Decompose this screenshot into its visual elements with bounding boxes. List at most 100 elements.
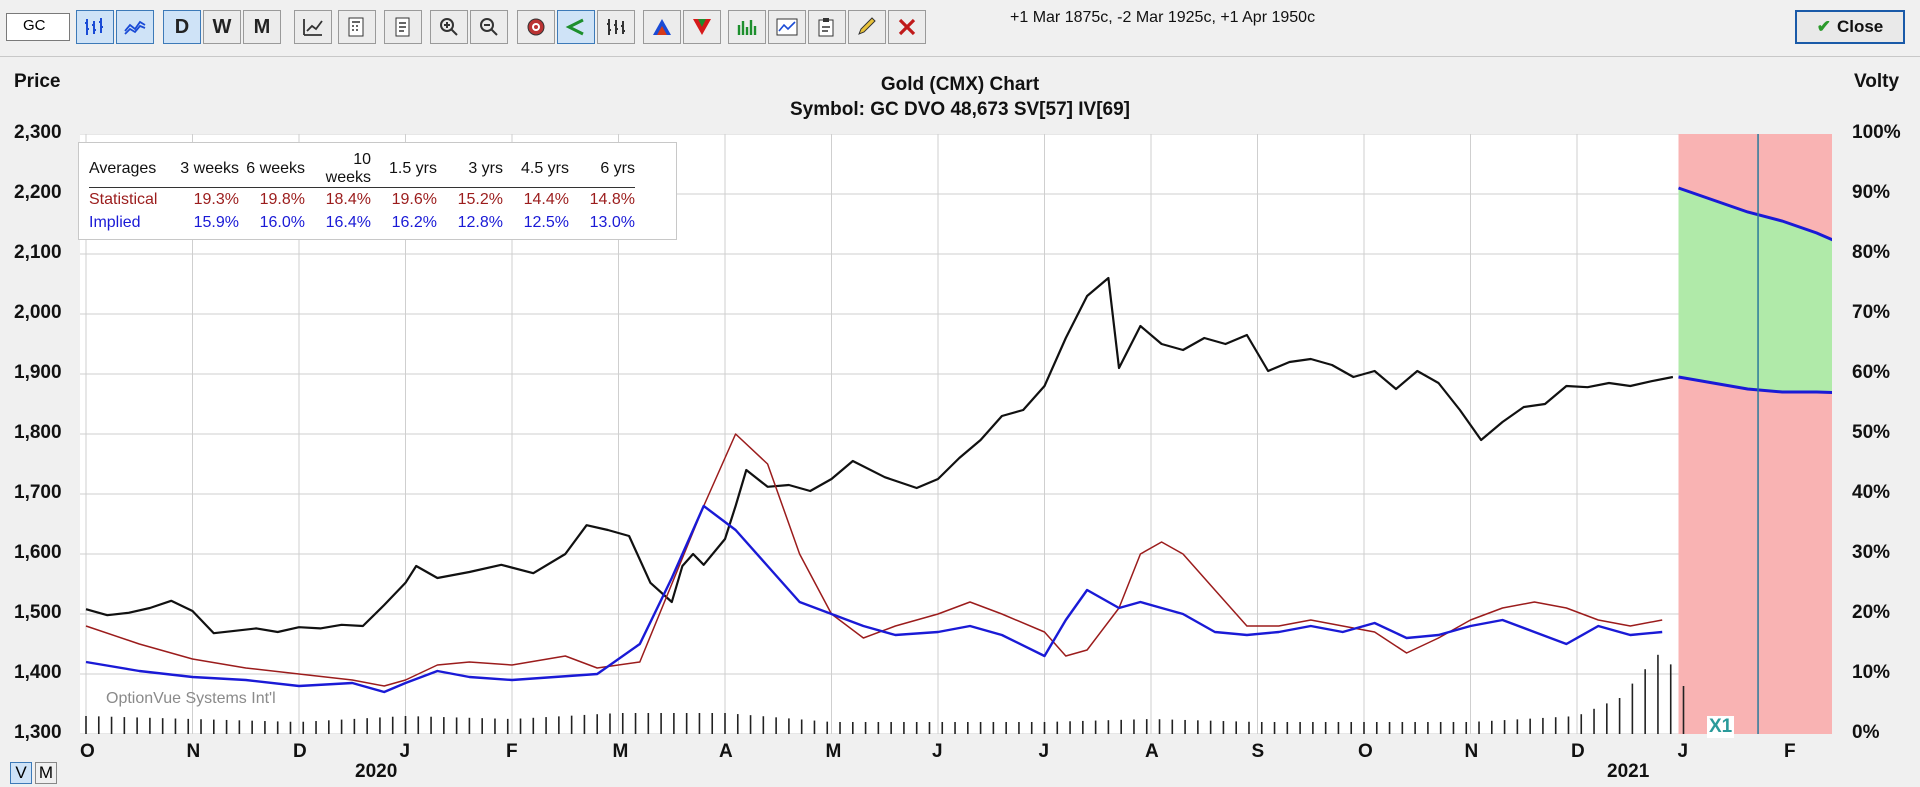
pencil-icon[interactable] [848, 10, 886, 44]
watermark: OptionVue Systems Int'l [106, 690, 276, 707]
period-month-button[interactable]: M [243, 10, 281, 44]
volty-tick-label: 90% [1852, 182, 1891, 203]
statistical-value: 15.2% [457, 190, 503, 208]
implied-value: 16.0% [259, 213, 305, 231]
statistical-value: 19.6% [391, 190, 437, 208]
volty-tick-label: 30% [1852, 542, 1891, 563]
bars-icon[interactable] [597, 10, 635, 44]
volty-tick-label: 50% [1852, 422, 1891, 443]
statistical-value: 14.4% [523, 190, 569, 208]
month-label: J [932, 741, 943, 762]
price-tick-label: 2,100 [14, 242, 62, 263]
price-tick-label: 1,900 [14, 362, 62, 383]
volty-tick-label: 0% [1852, 722, 1880, 743]
fib-up-icon[interactable] [643, 10, 681, 44]
averages-header-cell: 10 weeks [305, 151, 371, 188]
price-tick-label: 2,300 [14, 122, 62, 143]
month-label: J [399, 741, 411, 762]
delete-icon[interactable] [888, 10, 926, 44]
check-icon: ✔ [1816, 17, 1831, 36]
target-icon[interactable] [517, 10, 555, 44]
price-tick-label: 1,300 [14, 722, 62, 743]
period-week-button[interactable]: W [203, 10, 241, 44]
volty-tick-label: 80% [1852, 242, 1891, 263]
averages-header-cell: 6 weeks [239, 151, 305, 188]
symbol-input[interactable]: GC [6, 13, 70, 41]
price-tick-label: 1,600 [14, 542, 62, 563]
averages-header-cell: 1.5 yrs [371, 151, 437, 188]
period-day-button[interactable]: D [163, 10, 201, 44]
volty-tick-label: 60% [1852, 362, 1891, 383]
month-label: F [506, 741, 518, 762]
statistical-volatility-line [85, 433, 1663, 687]
volty-tick-label: 20% [1852, 602, 1891, 623]
trendline-icon[interactable] [557, 10, 595, 44]
volatility-chart-icon[interactable] [116, 10, 154, 44]
averages-header-cell: Averages [89, 151, 173, 188]
month-label: D [293, 741, 307, 762]
chart-subtitle: Symbol: GC DVO 48,673 SV[57] IV[69] [789, 99, 1130, 120]
price-tick-label: 2,200 [14, 182, 62, 203]
implied-value: 16.4% [325, 213, 371, 231]
histogram-icon[interactable] [728, 10, 766, 44]
price-tick-label: 1,400 [14, 662, 62, 683]
month-label: J [1038, 741, 1050, 762]
chart-settings-icon[interactable] [294, 10, 332, 44]
month-label: F [1784, 741, 1796, 762]
implied-row: Implied 15.9% 16.0% 16.4% 16.2% 12.8% 12… [89, 211, 635, 234]
statistical-row: Statistical 19.3% 19.8% 18.4% 19.6% 15.2… [89, 188, 635, 212]
price-tick-label: 1,800 [14, 422, 62, 443]
month-label: N [1464, 741, 1479, 762]
expiration-marker[interactable]: X1 [1707, 716, 1735, 738]
price-axis-label: Price [14, 71, 61, 92]
volty-tick-label: 70% [1852, 302, 1891, 323]
implied-value: 12.8% [457, 213, 503, 231]
volume-toggle[interactable]: V [10, 762, 32, 784]
price-tick-label: 1,500 [14, 602, 62, 623]
statistical-value: 19.3% [193, 190, 239, 208]
averages-header-cell: 3 weeks [173, 151, 239, 188]
statistical-label: Statistical [89, 190, 158, 208]
implied-value: 12.5% [523, 213, 569, 231]
statistical-value: 19.8% [259, 190, 305, 208]
month-label: O [1358, 741, 1373, 762]
averages-header-cell: 3 yrs [437, 151, 503, 188]
fib-down-icon[interactable] [683, 10, 721, 44]
close-label: Close [1836, 17, 1884, 36]
implied-volatility-line [85, 504, 1663, 694]
volty-tick-label: 40% [1852, 482, 1891, 503]
volty-tick-label: 10% [1852, 662, 1891, 683]
chart-title: Gold (CMX) Chart [880, 74, 1040, 95]
price-tick-label: 2,000 [14, 302, 62, 323]
price-tick-label: 1,700 [14, 482, 62, 503]
bar-chart-icon[interactable] [76, 10, 114, 44]
month-label: N [186, 741, 201, 762]
month-label: M [825, 741, 842, 762]
clipboard-icon[interactable] [808, 10, 846, 44]
toolbar: GC D W M [0, 0, 1920, 57]
month-label: O [80, 741, 95, 762]
zoom-out-icon[interactable] [470, 10, 508, 44]
averages-header-cell: 4.5 yrs [503, 151, 569, 188]
implied-label: Implied [89, 213, 141, 231]
implied-value: 13.0% [589, 213, 635, 231]
month-label: A [719, 741, 733, 762]
report-icon[interactable] [384, 10, 422, 44]
price-series-line [85, 276, 1674, 635]
implied-value: 15.9% [193, 213, 239, 231]
averages-table: Averages 3 weeks 6 weeks 10 weeks 1.5 yr… [78, 142, 677, 240]
positions-text: +1 Mar 1875c, -2 Mar 1925c, +1 Apr 1950c [1010, 9, 1316, 26]
indicator-icon[interactable] [768, 10, 806, 44]
statistical-value: 18.4% [325, 190, 371, 208]
calculator-icon[interactable] [338, 10, 376, 44]
zoom-in-icon[interactable] [430, 10, 468, 44]
averages-header-row: Averages 3 weeks 6 weeks 10 weeks 1.5 yr… [89, 151, 635, 188]
month-label: J [1677, 741, 1689, 762]
month-label: S [1251, 741, 1265, 762]
averages-header-cell: 6 yrs [569, 151, 635, 188]
month-label: D [1571, 741, 1585, 762]
close-button[interactable]: ✔ Close [1795, 10, 1905, 44]
year-label-2020: 2020 [355, 761, 398, 782]
month-label: M [612, 741, 629, 762]
mode-toggle[interactable]: M [35, 762, 57, 784]
